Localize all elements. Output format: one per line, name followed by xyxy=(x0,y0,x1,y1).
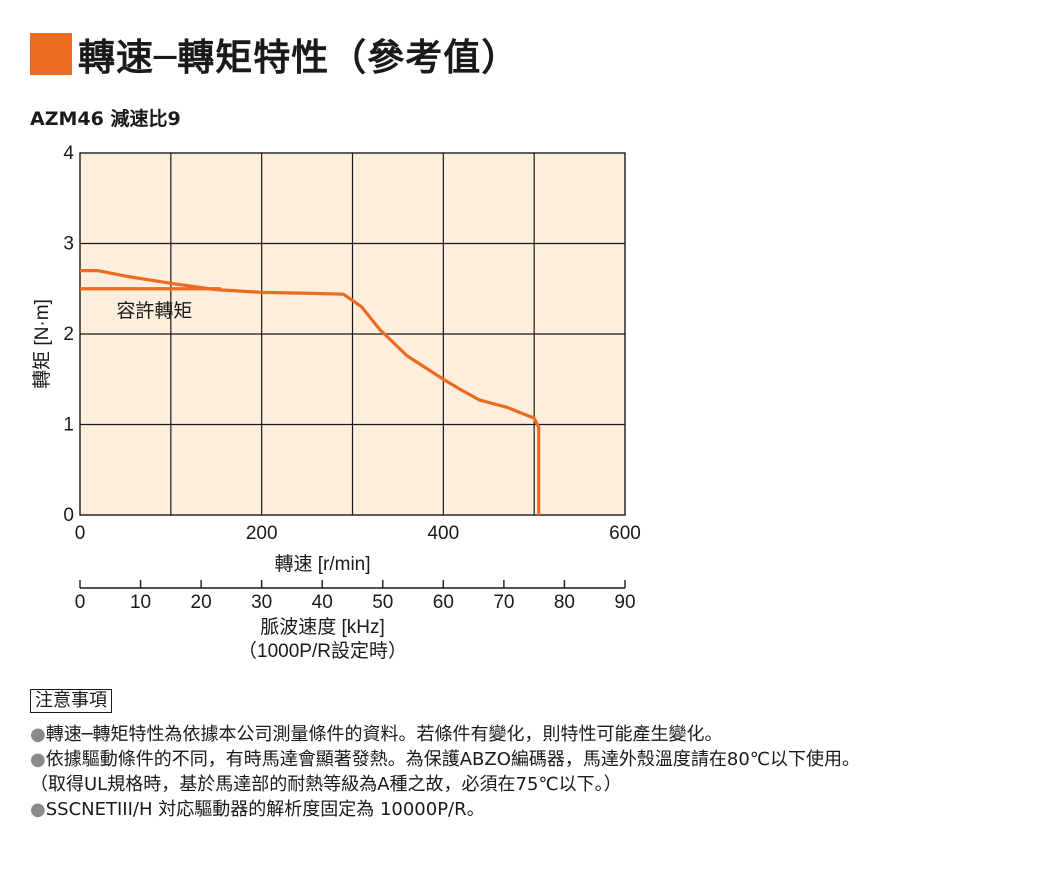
secondary-tick-label: 40 xyxy=(312,592,333,613)
y-tick-label: 4 xyxy=(63,143,74,164)
torque-curve xyxy=(80,269,541,515)
secondary-tick-label: 70 xyxy=(493,592,514,613)
permissible-torque-annotation: 容許轉矩 xyxy=(116,300,192,322)
title-block: 轉速─轉矩特性（參考值） xyxy=(30,26,519,82)
y-tick-label: 0 xyxy=(63,505,74,526)
secondary-tick-label: 30 xyxy=(251,592,272,613)
note-item-2: ●依據驅動條件的不同，有時馬達會顯著發熱。為保護ABZO編碼器，馬達外殼溫度請在… xyxy=(30,749,860,770)
x-axis-label: 轉速 [r/min] xyxy=(274,553,370,575)
notes-heading: 注意事項 xyxy=(30,689,112,713)
y-tick-label: 1 xyxy=(63,415,74,436)
y-axis-label: 轉矩 [N·m] xyxy=(31,299,53,389)
y-tick-label: 3 xyxy=(63,234,74,255)
page-title: 轉速─轉矩特性（參考值） xyxy=(78,36,520,79)
note-item-3: （取得UL規格時，基於馬達部的耐熱等級為A種之故，必須在75℃以下。） xyxy=(30,774,622,795)
bullet-icon: ● xyxy=(30,724,46,745)
bullet-icon: ● xyxy=(30,799,46,820)
x-tick-label: 0 xyxy=(75,523,86,544)
notes-list: ●轉速─轉矩特性為依據本公司測量條件的資料。若條件有變化，則特性可能產生變化。 … xyxy=(30,722,860,822)
y-tick-label: 2 xyxy=(63,324,74,345)
plot-frame xyxy=(79,152,626,516)
secondary-tick-label: 0 xyxy=(75,592,86,613)
secondary-tick-label: 90 xyxy=(614,592,635,613)
note-item-1: ●轉速─轉矩特性為依據本公司測量條件的資料。若條件有變化，則特性可能產生變化。 xyxy=(30,724,723,745)
x-tick-label: 400 xyxy=(427,523,459,544)
secondary-tick-label: 50 xyxy=(372,592,393,613)
secondary-tick-label: 10 xyxy=(130,592,151,613)
secondary-tick-label: 60 xyxy=(433,592,454,613)
bullet-icon: ● xyxy=(30,749,46,770)
secondary-tick-label: 80 xyxy=(554,592,575,613)
note-item-4: ●SSCNETIII/H 対応驅動器的解析度固定為 10000P/R。 xyxy=(30,799,485,820)
title-accent-square xyxy=(30,33,72,75)
secondary-axis-label: 脈波速度 [kHz] xyxy=(260,616,385,638)
secondary-tick-label: 20 xyxy=(191,592,212,613)
x-tick-label: 600 xyxy=(609,523,641,544)
chart-subtitle: AZM46 減速比9 xyxy=(30,108,181,130)
x-tick-label: 200 xyxy=(246,523,278,544)
secondary-axis-sublabel: （1000P/R設定時） xyxy=(238,640,407,662)
